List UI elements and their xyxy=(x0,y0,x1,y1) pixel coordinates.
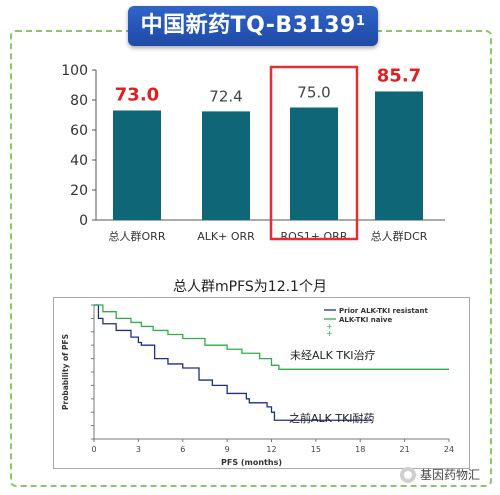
km-x-tick-label: 9 xyxy=(225,445,230,454)
km-legend-label: ALK-TKI naive xyxy=(339,316,392,324)
km-x-tick-label: 0 xyxy=(91,445,96,454)
km-annotation-resistant: 之前ALK TKI耐药 xyxy=(289,411,375,425)
y-tick-label: 20 xyxy=(70,183,88,199)
km-annotation-naive: 未经ALK TKI治疗 xyxy=(290,348,376,362)
km-x-tick-label: 24 xyxy=(444,445,454,454)
bar-value-label: 85.7 xyxy=(377,65,421,86)
bar xyxy=(202,111,250,220)
watermark-text: 基因药物汇 xyxy=(420,468,481,482)
km-censor-mark: + xyxy=(326,322,333,331)
x-tick-label: ALK+ ORR xyxy=(197,230,255,243)
km-title: 总人群mPFS为12.1个月 xyxy=(173,279,327,295)
y-tick-label: 60 xyxy=(70,123,88,139)
x-tick-label: 总人群ORR xyxy=(109,229,166,243)
km-x-tick-label: 18 xyxy=(355,445,365,454)
bar-value-label: 72.4 xyxy=(209,87,242,105)
km-series-line xyxy=(94,304,373,421)
km-x-axis-label: PFS (months) xyxy=(221,458,282,467)
km-y-axis-label: Probability of PFS xyxy=(61,334,70,410)
bar-value-label: 75.0 xyxy=(297,84,330,102)
title-superscript: 1 xyxy=(355,14,366,29)
km-x-tick-label: 6 xyxy=(180,445,185,454)
km-legend-label: Prior ALK-TKI resistant xyxy=(339,307,428,315)
km-curve-chart: 0 3 6 9 12 15 18 21 24 PFS (months) Probability of… xyxy=(61,304,454,467)
wechat-icon xyxy=(400,466,416,483)
km-series-line xyxy=(94,304,449,370)
x-tick-label: ROS1+ ORR xyxy=(281,230,348,243)
km-x-tick-label: 15 xyxy=(311,445,321,454)
y-tick-label: 40 xyxy=(70,153,88,169)
y-tick-label: 100 xyxy=(61,63,88,79)
title-text: 中国新药TQ-B3139 xyxy=(140,13,356,38)
y-tick-label: 0 xyxy=(79,213,88,229)
km-x-tick-label: 21 xyxy=(400,445,410,454)
km-x-tick-label: 12 xyxy=(266,445,276,454)
km-plot-panel: 0 3 6 9 12 15 18 21 24 PFS (months) Probability of… xyxy=(53,297,470,469)
bar-value-label: 73.0 xyxy=(115,85,159,106)
bar xyxy=(375,91,423,220)
y-tick-label: 80 xyxy=(70,93,88,109)
x-tick-label: 总人群DCR xyxy=(371,229,428,243)
km-censor-mark: + xyxy=(326,329,333,338)
km-x-tick-label: 3 xyxy=(136,445,141,454)
bar xyxy=(290,107,338,220)
watermark: 基因药物汇 xyxy=(400,466,480,483)
highlight-box xyxy=(269,65,359,241)
title-banner: 中国新药TQ-B31391 xyxy=(128,6,378,46)
bar xyxy=(113,110,161,220)
